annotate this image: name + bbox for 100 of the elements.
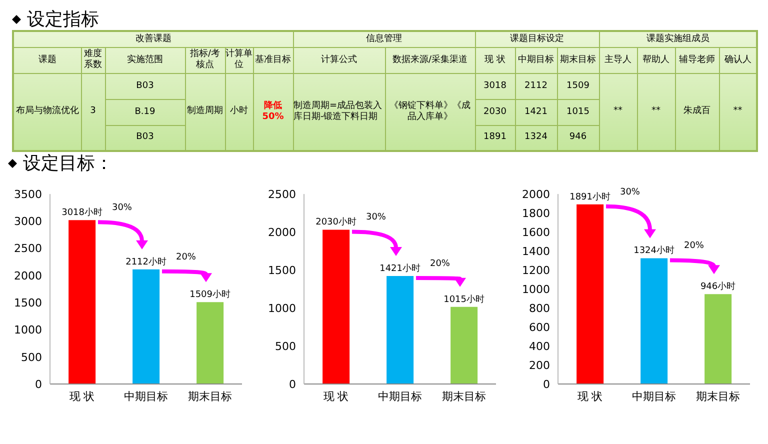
text: 1324 bbox=[515, 125, 557, 151]
x-tick-label: 现 状 bbox=[69, 390, 95, 403]
text: ** bbox=[719, 73, 758, 151]
bar bbox=[386, 276, 414, 384]
data-label: 1324小时 bbox=[634, 245, 675, 256]
bar bbox=[640, 258, 668, 384]
text: 1891 bbox=[475, 125, 515, 151]
y-tick-label: 1000 bbox=[522, 282, 550, 296]
text: 现 状 bbox=[475, 47, 515, 73]
y-tick-label: 0 bbox=[289, 378, 296, 391]
text: B.19 bbox=[105, 99, 185, 125]
text: 朱成百 bbox=[675, 73, 720, 151]
x-tick-label: 中期目标 bbox=[124, 390, 168, 403]
annotation: 30% bbox=[620, 187, 640, 198]
y-tick-label: 1000 bbox=[14, 324, 42, 337]
text: 计算公式 bbox=[293, 47, 385, 73]
text: 2030 bbox=[475, 99, 515, 125]
text: B03 bbox=[105, 73, 185, 99]
data-label: 2030小时 bbox=[316, 216, 357, 228]
text: 课题实施组成员 bbox=[599, 31, 758, 47]
y-tick-label: 2000 bbox=[14, 269, 42, 282]
text: 2112 bbox=[515, 73, 557, 99]
bar bbox=[132, 269, 160, 384]
y-tick-label: 400 bbox=[529, 340, 550, 353]
text: 小时 bbox=[225, 73, 253, 151]
data-label: 946小时 bbox=[700, 281, 736, 292]
bar bbox=[68, 220, 96, 384]
bar bbox=[322, 230, 350, 384]
data-label: 3018小时 bbox=[62, 207, 103, 218]
text: B03 bbox=[105, 125, 185, 151]
y-tick-label: 2000 bbox=[268, 226, 296, 239]
y-tick-label: 1400 bbox=[522, 244, 550, 258]
text: ** bbox=[637, 73, 676, 151]
data-label: 2112小时 bbox=[126, 256, 167, 268]
text: 降低50% bbox=[253, 73, 293, 151]
text: 布局与物流优化 bbox=[13, 73, 81, 151]
y-tick-label: 1000 bbox=[268, 302, 296, 315]
x-tick-label: 中期目标 bbox=[378, 390, 422, 403]
x-tick-label: 期末目标 bbox=[696, 390, 740, 403]
annotation: 20% bbox=[176, 252, 196, 262]
text: 设定指标 bbox=[26, 8, 100, 30]
text: 帮助人 bbox=[637, 47, 676, 73]
chart-title: 设定目标： bbox=[22, 152, 114, 174]
y-tick-label: 1500 bbox=[268, 264, 296, 277]
y-tick-label: 0 bbox=[543, 378, 550, 391]
text: 期末目标 bbox=[557, 47, 600, 73]
text: 基准目标 bbox=[253, 47, 293, 73]
source-note: 数据来源/采集渠道 bbox=[385, 47, 475, 73]
y-tick-label: 200 bbox=[529, 358, 550, 372]
data-label: 1509小时 bbox=[190, 289, 231, 300]
text: 3 bbox=[81, 73, 105, 151]
text: 改善课题 bbox=[13, 31, 293, 47]
y-tick-label: 3000 bbox=[14, 215, 42, 228]
text: 实施范围 bbox=[105, 47, 185, 73]
text: 辅导老师 bbox=[675, 47, 720, 73]
text: 1421 bbox=[515, 99, 557, 125]
x-tick-label: 现 状 bbox=[323, 390, 349, 403]
y-tick-label: 1500 bbox=[14, 296, 42, 310]
bar bbox=[196, 302, 224, 384]
y-tick-label: 500 bbox=[21, 350, 42, 364]
text: 难度系数 bbox=[81, 47, 105, 73]
bar bbox=[450, 306, 478, 384]
text: 确认人 bbox=[719, 47, 758, 73]
y-tick-label: 800 bbox=[529, 302, 550, 315]
text: 1509 bbox=[557, 73, 600, 99]
annotation: 20% bbox=[684, 241, 704, 252]
annotation: 30% bbox=[112, 203, 132, 214]
y-tick-label: 600 bbox=[529, 320, 550, 334]
data-label: 1015小时 bbox=[444, 294, 485, 305]
text: 3018 bbox=[475, 73, 515, 99]
text: 1015 bbox=[557, 99, 600, 125]
text: 计算单位 bbox=[225, 47, 253, 73]
text: 中期目标 bbox=[515, 47, 557, 73]
text: 课题 bbox=[13, 47, 81, 73]
text: ** bbox=[599, 73, 638, 151]
text: 信息管理 bbox=[293, 31, 475, 47]
y-tick-label: 500 bbox=[275, 340, 296, 353]
y-tick-label: 2000 bbox=[522, 188, 550, 201]
text: 946 bbox=[557, 125, 600, 151]
y-tick-label: 2500 bbox=[268, 188, 296, 201]
y-tick-label: 1200 bbox=[522, 264, 550, 277]
text: 制造周期=成品包装入库日期-锻造下料日期 bbox=[293, 73, 385, 151]
y-tick-label: 2500 bbox=[14, 242, 42, 256]
text: 主导人 bbox=[599, 47, 638, 73]
data-label: 1891小时 bbox=[570, 191, 611, 202]
y-tick-label: 3500 bbox=[14, 188, 42, 201]
y-tick-label: 1800 bbox=[522, 206, 550, 220]
data-label: 1421小时 bbox=[380, 263, 421, 274]
y-tick-label: 0 bbox=[35, 378, 42, 391]
text: 指标/考核点 bbox=[185, 47, 225, 73]
x-tick-label: 中期目标 bbox=[632, 390, 676, 403]
text: 《钢锭下料单》《成品入库单》 bbox=[385, 73, 475, 151]
x-tick-label: 期末目标 bbox=[442, 390, 486, 403]
x-tick-label: 期末目标 bbox=[188, 390, 232, 403]
annotation: 30% bbox=[366, 212, 386, 223]
y-tick-label: 1600 bbox=[522, 226, 550, 239]
x-tick-label: 现 状 bbox=[577, 390, 603, 403]
bar bbox=[704, 294, 732, 384]
text: 制造周期 bbox=[185, 73, 225, 151]
annotation: 20% bbox=[430, 259, 450, 270]
